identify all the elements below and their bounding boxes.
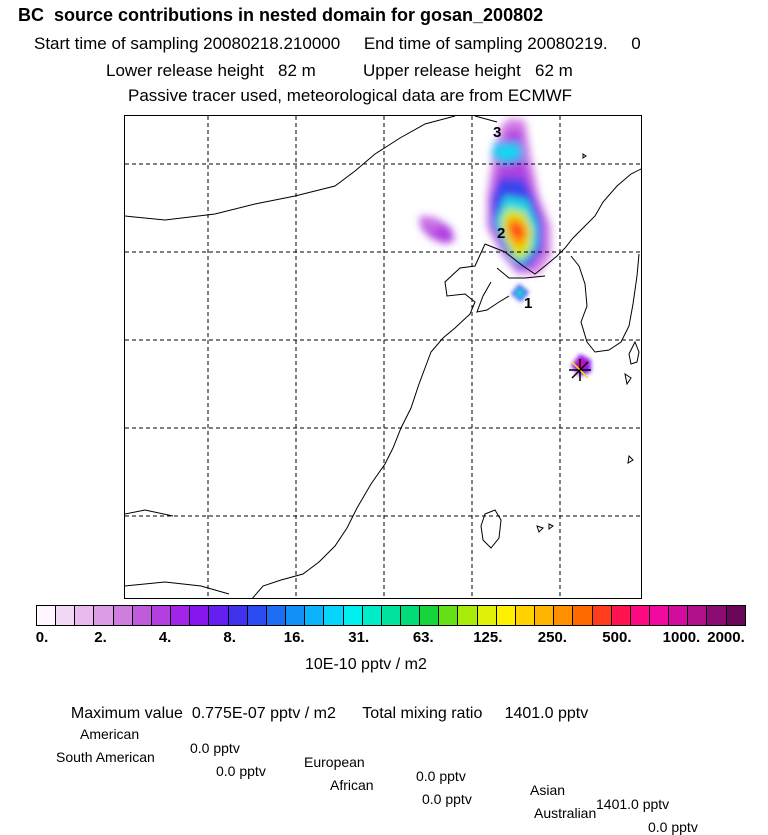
colorbar-tick-label: 0.	[35, 629, 49, 646]
colorbar-cell	[688, 606, 708, 625]
colorbar-tick-label: 2.	[94, 629, 107, 646]
colorbar-tick-label: 63.	[412, 629, 434, 646]
colorbar-cell	[477, 606, 497, 625]
colorbar-cell	[630, 606, 650, 625]
colorbar-cell	[573, 606, 593, 625]
colorbar-tick-label: 2000.	[707, 629, 745, 646]
map-panel: 3 2 1	[124, 115, 642, 599]
release-height-line: Lower release height 82 m Upper release …	[106, 61, 573, 80]
colorbar-cell	[496, 606, 516, 625]
colorbar-tick-label: 250.	[537, 629, 567, 646]
region-value: 0.0 pptv	[216, 763, 266, 779]
colorbar-cell	[707, 606, 727, 625]
colorbar-cell	[228, 606, 248, 625]
region-value: 1401.0 pptv	[596, 796, 670, 812]
colorbar-cell	[56, 606, 76, 625]
colorbar-cell	[726, 606, 745, 625]
colorbar-cell	[381, 606, 401, 625]
region-row-1: American 0.0 pptv European 0.0 pptv Asia…	[80, 713, 720, 811]
colorbar-cell	[420, 606, 440, 625]
colorbar-units: 10E-10 pptv / m2	[305, 656, 427, 673]
colorbar-tick-label: 16.	[283, 629, 305, 646]
colorbar-cell	[669, 606, 689, 625]
colorbar	[36, 605, 746, 626]
map-title: BC source contributions in nested domain…	[18, 5, 544, 25]
region-name: American	[80, 726, 140, 742]
colorbar-cell	[171, 606, 191, 625]
colorbar-cell	[362, 606, 382, 625]
colorbar-cell	[286, 606, 306, 625]
colorbar-cell	[190, 606, 210, 625]
colorbar-cell	[650, 606, 670, 625]
colorbar-cell	[75, 606, 95, 625]
colorbar-cell	[592, 606, 612, 625]
colorbar-cell	[266, 606, 287, 625]
colorbar-cell	[611, 606, 631, 625]
colorbar-cell	[324, 606, 344, 625]
marker-3-label: 3	[493, 124, 501, 141]
colorbar-cell	[515, 606, 536, 625]
colorbar-tick-label: 8.	[223, 629, 236, 646]
region-row-2: South American 0.0 pptv African 0.0 pptv…	[56, 736, 736, 834]
contribution-plume	[420, 118, 551, 274]
marker-1-label: 1	[524, 295, 532, 312]
region-name: Asian	[530, 782, 566, 798]
region-name: European	[304, 754, 365, 770]
marker-2-label: 2	[497, 225, 505, 242]
colorbar-cell	[554, 606, 574, 625]
colorbar-tick-label: 31.	[348, 629, 370, 646]
colorbar-cell	[247, 606, 267, 625]
sampling-time-line: Start time of sampling 20080218.210000 E…	[34, 34, 641, 53]
colorbar-cell	[209, 606, 229, 625]
colorbar-cell	[94, 606, 114, 625]
region-name: South American	[56, 749, 155, 765]
colorbar-cell	[439, 606, 459, 625]
station-1-patch	[511, 284, 529, 302]
islands	[480, 153, 640, 549]
region-value: 0.0 pptv	[416, 768, 466, 784]
region-value: 0.0 pptv	[190, 740, 240, 756]
colorbar-cell	[400, 606, 421, 625]
tracer-info-line: Passive tracer used, meteorological data…	[128, 86, 573, 105]
region-name: African	[330, 777, 374, 793]
colorbar-cell	[151, 606, 172, 625]
colorbar-cell	[305, 606, 325, 625]
total-mixing-ratio: Total mixing ratio 1401.0 pptv	[362, 705, 589, 722]
colorbar-tick-label: 4.	[158, 629, 172, 646]
summary-line: Maximum value 0.775E-07 pptv / m2 Total …	[62, 690, 588, 722]
region-value: 0.0 pptv	[422, 791, 472, 807]
coastlines	[125, 116, 641, 598]
colorbar-cell	[343, 606, 363, 625]
colorbar-tick-label: 500.	[602, 629, 632, 646]
colorbar-cell	[535, 606, 555, 625]
colorbar-tick-label: 1000.	[662, 629, 701, 646]
map-canvas: 3 2 1	[125, 116, 641, 598]
colorbar-cell	[113, 606, 133, 625]
max-value: Maximum value 0.775E-07 pptv / m2	[70, 705, 336, 722]
region-name: Australian	[534, 805, 597, 821]
region-value: 0.0 pptv	[648, 819, 698, 835]
colorbar-cell	[132, 606, 152, 625]
lat-lon-grid	[125, 116, 641, 598]
star-icon	[569, 359, 591, 381]
colorbar-tick-label: 125.	[473, 629, 503, 646]
colorbar-cell	[458, 606, 478, 625]
colorbar-cell	[37, 606, 57, 625]
